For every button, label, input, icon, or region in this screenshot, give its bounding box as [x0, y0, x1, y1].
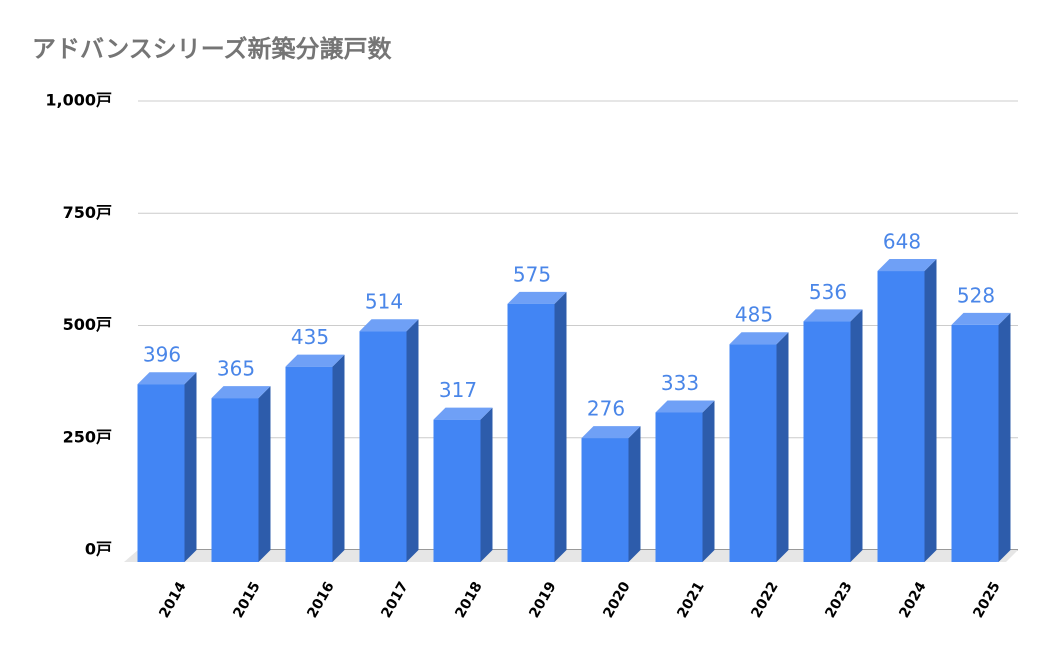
bar — [285, 366, 333, 562]
chart-title: アドバンスシリーズ新築分譲戸数 — [32, 35, 393, 63]
y-tick-label: 250戸 — [63, 427, 112, 446]
data-label: 485 — [735, 303, 773, 327]
data-label: 514 — [365, 290, 403, 314]
x-tick-label: 2019 — [526, 579, 559, 621]
y-tick-label: 750戸 — [63, 203, 112, 222]
bar-top — [581, 426, 641, 439]
x-tick-label: 2016 — [304, 579, 337, 621]
bar-side — [332, 354, 345, 562]
bar — [581, 438, 629, 562]
bar-side — [702, 400, 715, 562]
bar-top — [507, 291, 567, 304]
bar — [137, 384, 185, 562]
bar-top — [359, 319, 419, 332]
x-tick-label: 2024 — [896, 579, 929, 621]
bar — [951, 324, 999, 562]
data-label: 317 — [439, 378, 477, 402]
bar-top — [729, 332, 789, 345]
bar-top — [877, 259, 937, 272]
bar-side — [924, 259, 937, 562]
data-label: 528 — [957, 283, 995, 307]
bar — [359, 331, 407, 562]
data-label: 435 — [291, 325, 329, 349]
data-label: 575 — [513, 262, 551, 286]
data-label: 536 — [809, 280, 847, 304]
bar-top — [951, 312, 1011, 325]
bar-top — [655, 400, 715, 413]
bar — [729, 344, 777, 562]
x-tick-label: 2021 — [674, 579, 707, 621]
data-label: 276 — [587, 397, 625, 421]
data-label: 333 — [661, 371, 699, 395]
bar-top — [137, 372, 197, 385]
bar-top — [285, 354, 345, 367]
bar-side — [406, 319, 419, 562]
bar-side — [776, 332, 789, 562]
y-tick-label: 500戸 — [63, 315, 112, 334]
bar-side — [628, 426, 641, 562]
bar-side — [850, 309, 863, 562]
bar-side — [258, 386, 271, 562]
x-tick-label: 2018 — [452, 579, 485, 621]
bar-side — [480, 407, 493, 562]
bar-side — [998, 312, 1011, 562]
x-tick-label: 2014 — [156, 579, 189, 621]
bar-side — [554, 291, 567, 562]
x-tick-label: 2022 — [748, 579, 781, 621]
data-label: 648 — [883, 230, 921, 254]
y-tick-label: 0戸 — [85, 540, 112, 559]
bar — [507, 303, 555, 562]
x-tick-label: 2020 — [600, 579, 633, 621]
bar-top — [211, 386, 271, 399]
bar — [877, 271, 925, 562]
data-label: 396 — [143, 343, 181, 367]
x-tick-label: 2025 — [970, 579, 1003, 621]
bar — [803, 321, 851, 562]
data-label: 365 — [217, 357, 255, 381]
bar — [655, 412, 703, 562]
bar-top — [803, 309, 863, 322]
y-tick-label: 1,000戸 — [45, 91, 112, 110]
x-tick-label: 2015 — [230, 579, 263, 621]
floor — [124, 550, 1018, 562]
x-tick-label: 2023 — [822, 579, 855, 621]
bar-side — [184, 372, 197, 562]
bar-top — [433, 407, 493, 420]
bar — [211, 398, 259, 562]
bar — [433, 419, 481, 562]
x-tick-label: 2017 — [378, 579, 411, 621]
